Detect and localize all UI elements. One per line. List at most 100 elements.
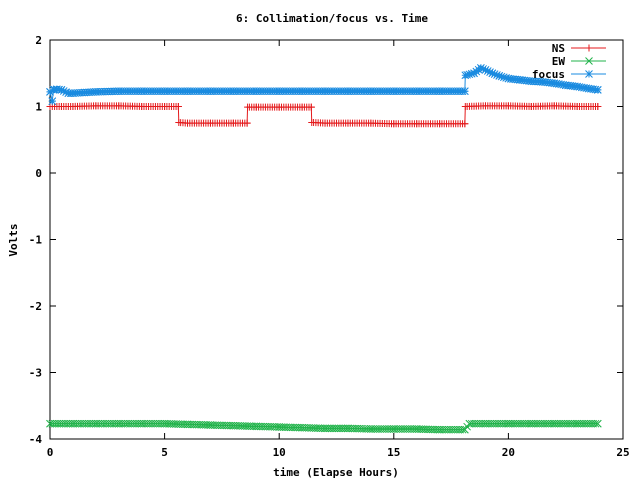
data-point xyxy=(465,419,474,428)
data-point xyxy=(244,103,252,111)
legend-label: focus xyxy=(532,68,565,81)
data-point xyxy=(412,425,421,433)
data-point xyxy=(252,87,261,96)
data-point xyxy=(183,87,192,96)
data-point xyxy=(495,72,504,80)
data-point xyxy=(460,425,469,434)
data-point xyxy=(584,84,593,93)
data-point xyxy=(46,88,54,96)
data-point xyxy=(461,71,470,80)
data-point xyxy=(504,419,513,428)
data-point xyxy=(538,78,547,86)
data-point xyxy=(69,419,77,428)
data-point xyxy=(184,119,192,127)
data-point xyxy=(53,85,61,94)
data-point xyxy=(461,103,469,110)
chart-title: 6: Collimation/focus vs. Time xyxy=(236,12,428,25)
y-tick-label: -3 xyxy=(29,367,42,380)
data-point xyxy=(92,102,100,110)
y-tick-label: -4 xyxy=(29,433,43,446)
data-point xyxy=(206,87,215,96)
data-point xyxy=(412,87,421,96)
x-tick-label: 15 xyxy=(387,446,400,459)
data-point xyxy=(114,419,123,428)
data-point xyxy=(243,119,251,127)
data-point xyxy=(344,424,352,433)
data-point xyxy=(69,103,77,110)
data-point xyxy=(516,76,524,84)
series-ns xyxy=(46,102,602,128)
data-point xyxy=(161,103,169,110)
data-point xyxy=(321,87,329,96)
data-point xyxy=(275,423,284,431)
data-point xyxy=(527,77,536,86)
data-point xyxy=(229,87,238,96)
legend-swatch-marker xyxy=(585,57,593,65)
data-point xyxy=(175,118,183,126)
y-tick-label: -2 xyxy=(29,300,42,313)
data-point xyxy=(49,86,58,94)
data-point xyxy=(389,87,398,96)
data-point xyxy=(137,87,146,96)
x-tick-label: 10 xyxy=(273,446,286,459)
x-tick-label: 0 xyxy=(47,446,54,459)
data-point xyxy=(91,419,100,428)
legend-item-ew: EW xyxy=(552,55,606,68)
data-point xyxy=(527,103,535,110)
data-point xyxy=(174,103,182,110)
x-tick-label: 5 xyxy=(161,446,168,459)
data-point xyxy=(389,425,398,433)
legend-item-focus: focus xyxy=(532,68,606,81)
y-tick-label: 1 xyxy=(35,101,42,114)
data-point xyxy=(321,119,329,127)
data-point xyxy=(64,89,73,98)
data-point xyxy=(57,103,65,110)
data-point xyxy=(481,66,490,74)
data-point xyxy=(206,421,215,429)
series-focus xyxy=(46,64,602,106)
data-point xyxy=(550,79,559,88)
data-point xyxy=(160,87,169,96)
legend-swatch-marker xyxy=(585,70,593,78)
data-point xyxy=(308,118,316,126)
data-point xyxy=(229,421,238,430)
data-point xyxy=(229,119,237,127)
series-ew xyxy=(46,419,602,434)
data-point xyxy=(488,69,497,78)
x-axis-label: time (Elapse Hours) xyxy=(273,466,399,479)
legend-label: EW xyxy=(552,55,566,68)
data-point xyxy=(115,102,123,110)
data-point xyxy=(57,86,66,94)
plot-frame xyxy=(49,39,624,440)
data-point xyxy=(367,425,375,433)
data-point xyxy=(504,102,512,110)
y-tick-label: 0 xyxy=(35,167,42,180)
legend-item-ns: NS xyxy=(552,42,606,55)
data-point xyxy=(69,89,77,98)
data-point xyxy=(573,419,582,428)
data-point xyxy=(460,87,469,96)
data-point xyxy=(48,97,57,106)
data-point xyxy=(477,64,485,72)
data-point xyxy=(298,423,306,432)
data-point xyxy=(435,87,444,96)
data-point xyxy=(573,82,582,91)
data-point xyxy=(470,69,478,78)
data-point xyxy=(461,120,469,128)
data-point xyxy=(593,86,602,94)
data-point xyxy=(435,425,444,434)
legend-label: NS xyxy=(552,42,565,55)
data-point xyxy=(593,419,602,428)
data-point xyxy=(436,120,444,128)
y-tick-label: -1 xyxy=(29,234,43,247)
data-point xyxy=(390,120,398,128)
data-point xyxy=(550,419,559,428)
data-point xyxy=(252,422,261,431)
data-point xyxy=(573,103,581,110)
data-point xyxy=(561,81,570,90)
x-tick-label: 25 xyxy=(616,446,629,459)
data-point xyxy=(481,419,490,428)
legend-swatch-marker xyxy=(585,44,593,52)
